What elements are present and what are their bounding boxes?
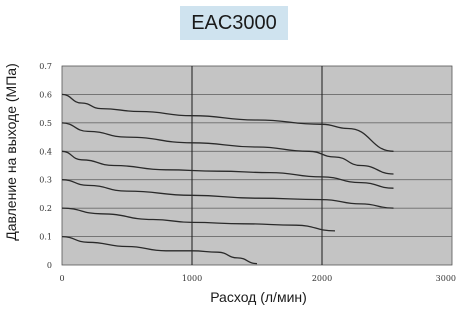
series-line-6 (61, 235, 258, 265)
y-tick-label: 0.6 (39, 90, 52, 99)
x-tick-label: 1000 (182, 274, 202, 283)
y-tick-label: 0.2 (39, 204, 52, 213)
y-tick-label: 0.7 (39, 62, 52, 71)
series-line-1 (61, 93, 394, 152)
series-line-4 (61, 179, 394, 209)
y-tick-label: 0.1 (39, 233, 52, 242)
series-line-2 (61, 122, 394, 175)
series-line-3 (61, 150, 394, 189)
x-tick-label: 3000 (436, 274, 456, 283)
x-tick-label: 2000 (312, 274, 332, 283)
x-tick-label: 0 (59, 274, 64, 283)
x-axis-label: Расход (л/мин) (210, 289, 307, 305)
series-line-5 (61, 207, 336, 232)
chart-title: EAC3000 (180, 6, 288, 40)
y-tick-label: 0.3 (39, 176, 52, 185)
y-tick-label: 0.4 (39, 147, 52, 156)
y-tick-label: 0.5 (39, 119, 52, 128)
y-tick-label: 0 (47, 261, 52, 270)
